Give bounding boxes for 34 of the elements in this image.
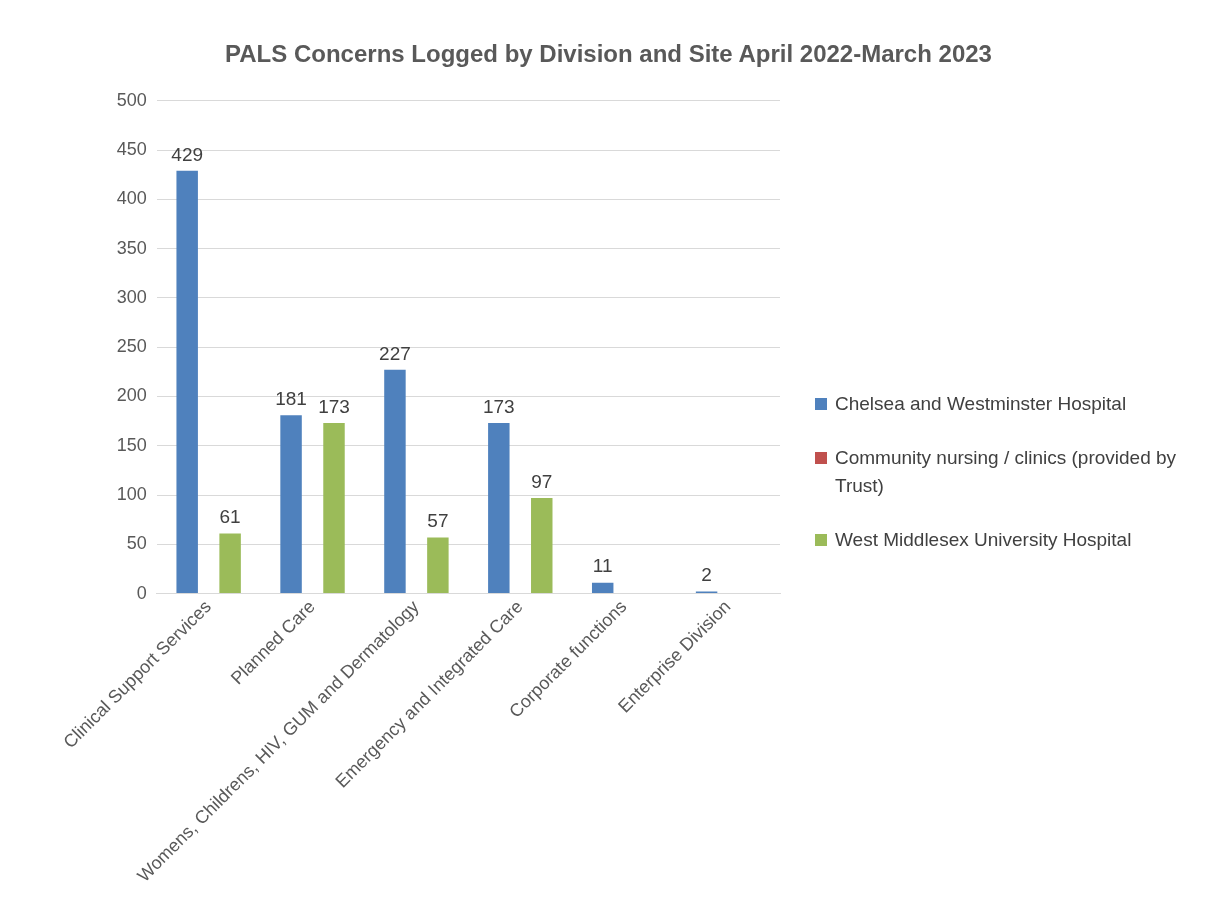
data-label: 173 bbox=[482, 395, 515, 417]
bar bbox=[591, 582, 614, 594]
y-tick-label: 0 bbox=[136, 582, 147, 603]
data-label: 2 bbox=[701, 564, 712, 586]
y-tick-label: 450 bbox=[116, 139, 147, 160]
y-tick-label: 100 bbox=[116, 483, 147, 504]
bar bbox=[488, 423, 510, 594]
data-label: 181 bbox=[275, 387, 307, 409]
data-label: 429 bbox=[171, 143, 204, 165]
legend-label: Chelsea and Westminster Hospital bbox=[835, 392, 1127, 416]
data-label: 227 bbox=[379, 342, 411, 364]
legend-label: West Middlesex University Hospital bbox=[835, 528, 1132, 552]
bar bbox=[219, 533, 241, 594]
y-tick-label: 350 bbox=[116, 237, 147, 258]
chart-title: PALS Concerns Logged by Division and Site April 2022-March 2023 bbox=[224, 40, 993, 68]
y-tick-label: 150 bbox=[116, 434, 147, 455]
data-label: 57 bbox=[427, 510, 449, 532]
data-label: 61 bbox=[219, 506, 241, 528]
bar bbox=[427, 537, 449, 594]
bar bbox=[323, 423, 345, 594]
legend-label: Community nursing / clinics (provided by Trust) bbox=[835, 446, 1178, 498]
bar bbox=[176, 170, 198, 594]
y-tick-label: 500 bbox=[116, 89, 147, 110]
y-tick-label: 300 bbox=[116, 286, 147, 307]
data-label: 97 bbox=[531, 470, 553, 492]
y-tick-label: 50 bbox=[126, 533, 147, 554]
data-label: 11 bbox=[592, 555, 613, 577]
y-tick-label: 250 bbox=[116, 336, 147, 357]
bar bbox=[384, 369, 406, 594]
bar bbox=[280, 415, 302, 594]
y-tick-label: 400 bbox=[116, 188, 147, 209]
y-tick-label: 200 bbox=[116, 385, 147, 406]
bar bbox=[531, 497, 553, 594]
data-label: 173 bbox=[318, 395, 350, 417]
